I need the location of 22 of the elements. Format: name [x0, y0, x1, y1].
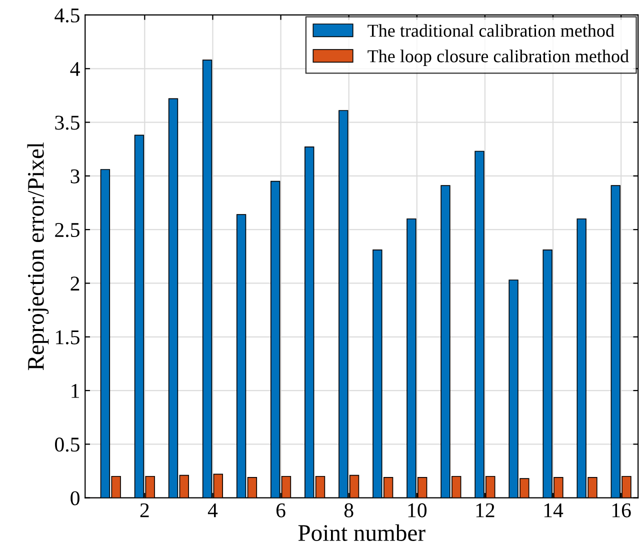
legend-label: The traditional calibration method	[368, 24, 614, 37]
y-tick-label: 2	[70, 276, 80, 290]
y-tick-label: 4	[70, 62, 80, 76]
x-tick-label: 14	[544, 503, 564, 518]
y-tick-label: 1.5	[56, 330, 80, 344]
y-tick-label: 3.5	[55, 116, 80, 130]
x-tick-label: 10	[408, 503, 427, 518]
x-tick-label: 8	[344, 503, 354, 518]
y-tick-label: 0	[70, 491, 80, 506]
x-tick-label: 6	[276, 503, 286, 518]
y-tick-label: 3	[70, 169, 80, 184]
y-axis-title: Reprojection error/Pixel	[27, 142, 49, 370]
x-tick-label: 4	[208, 503, 218, 518]
y-tick-label: 1	[72, 384, 80, 398]
x-tick-label: 12	[476, 503, 494, 518]
y-tick-label: 0.5	[55, 438, 80, 452]
y-tick-label: 4.5	[54, 8, 80, 23]
x-axis-title: Point number	[298, 524, 426, 541]
x-tick-label: 16	[612, 503, 631, 518]
x-tick-label: 2	[140, 503, 149, 518]
legend-label: The loop closure calibration method	[368, 50, 629, 66]
y-tick-label: 2.5	[55, 223, 80, 238]
